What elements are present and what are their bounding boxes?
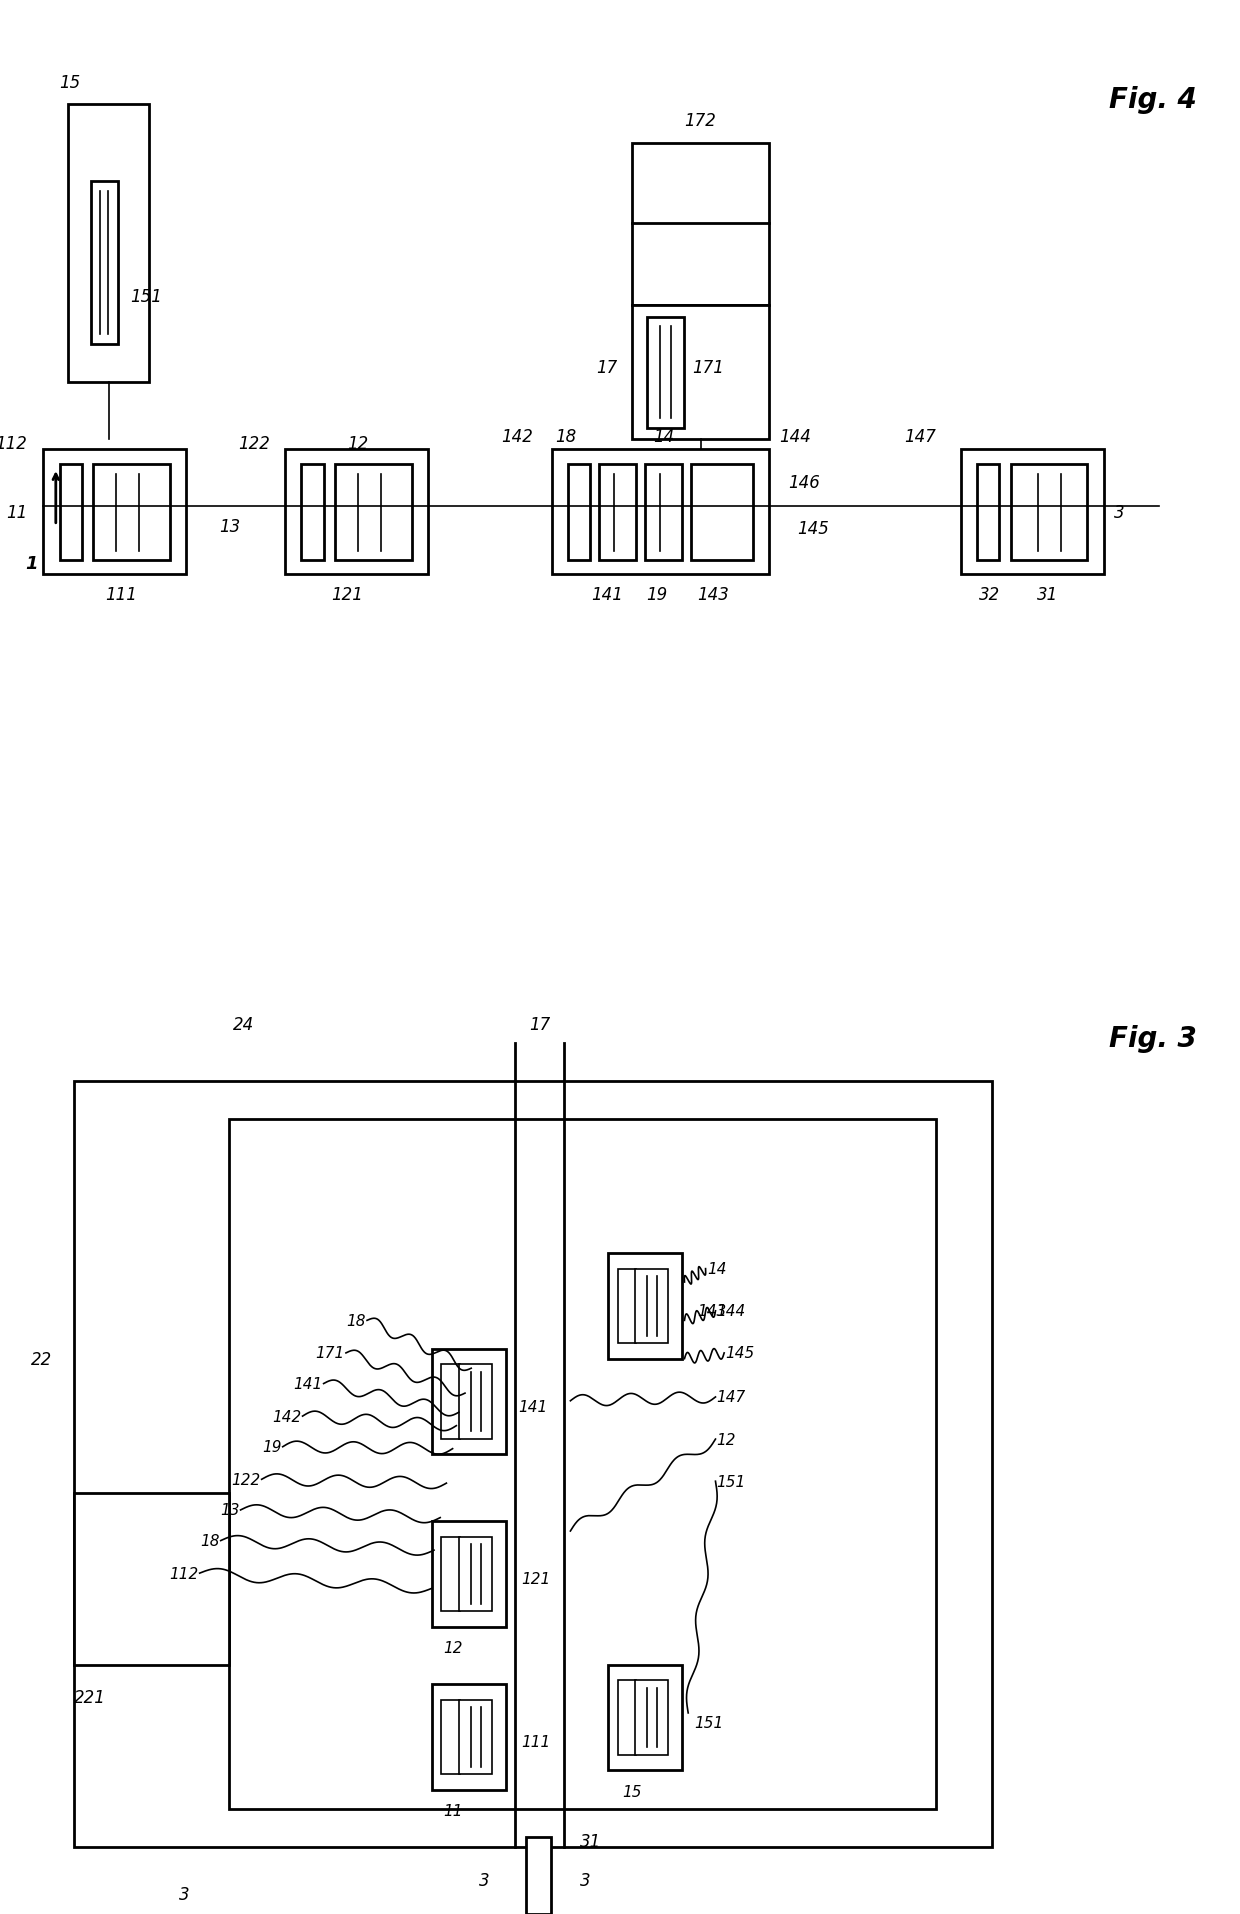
Text: 12: 12 [717,1432,737,1447]
Bar [608,1254,682,1359]
Text: 144: 144 [717,1303,746,1319]
Text: 12: 12 [347,434,368,454]
Bar [459,1365,492,1439]
Text: 3: 3 [580,1870,591,1889]
Bar [432,1349,506,1455]
Bar [635,1680,668,1755]
Bar [618,1269,636,1344]
Text: 121: 121 [521,1571,551,1587]
Bar [608,1665,682,1770]
Bar [618,1680,636,1755]
Text: 147: 147 [717,1390,746,1405]
Bar [441,1537,460,1612]
Text: 17: 17 [528,1016,551,1034]
Text: 15: 15 [60,75,81,92]
Bar [301,465,324,561]
Text: 1: 1 [25,555,37,572]
Bar [74,1081,992,1847]
Bar [229,1120,936,1809]
Text: 3: 3 [1114,503,1125,523]
Text: 145: 145 [725,1346,755,1361]
Text: 122: 122 [238,434,270,454]
Text: 146: 146 [789,473,821,492]
Text: 3: 3 [180,1885,190,1903]
Bar [43,450,186,574]
Bar [1011,465,1087,561]
Text: 111: 111 [105,586,138,603]
Text: 121: 121 [331,586,363,603]
Bar [599,465,636,561]
Text: 151: 151 [130,287,162,306]
Text: 24: 24 [233,1016,254,1034]
Text: 18: 18 [346,1313,366,1328]
Text: 19: 19 [262,1439,281,1455]
Text: 11: 11 [6,503,27,523]
Text: 147: 147 [904,427,936,446]
Bar [526,1837,551,1914]
Bar [93,465,170,561]
Text: 171: 171 [692,358,724,377]
Text: 141: 141 [293,1376,322,1391]
Bar [432,1522,506,1627]
Bar [432,1684,506,1790]
Text: 122: 122 [231,1472,260,1487]
Bar [459,1537,492,1612]
Text: 172: 172 [684,113,717,130]
Text: 13: 13 [219,1502,239,1518]
Bar [977,465,999,561]
Text: 171: 171 [315,1346,345,1361]
Bar [552,450,769,574]
Text: 141: 141 [591,586,624,603]
Bar [691,465,753,561]
Text: Fig. 3: Fig. 3 [1110,1024,1197,1053]
Text: 11: 11 [443,1803,463,1818]
Text: 13: 13 [218,517,241,536]
Text: Fig. 4: Fig. 4 [1110,86,1197,115]
Bar [645,465,682,561]
Text: 12: 12 [443,1640,463,1656]
Text: 22: 22 [31,1349,52,1369]
Bar [635,1269,668,1344]
Bar [441,1365,460,1439]
Bar [60,465,82,561]
Bar [285,450,428,574]
Text: 3: 3 [479,1870,490,1889]
Bar [961,450,1104,574]
Bar [647,318,684,429]
Bar [441,1700,460,1774]
Bar [632,306,769,440]
Text: 221: 221 [74,1688,107,1705]
Text: 111: 111 [521,1734,551,1749]
Text: 141: 141 [518,1399,548,1414]
Text: 142: 142 [272,1409,301,1424]
Text: 144: 144 [779,427,811,446]
Text: 112: 112 [169,1566,198,1581]
Text: 17: 17 [596,358,618,377]
Text: 32: 32 [978,586,1001,603]
Text: 18: 18 [556,427,577,446]
Bar [335,465,412,561]
Text: 151: 151 [717,1474,746,1489]
Text: 31: 31 [580,1832,601,1851]
Text: 143: 143 [697,586,729,603]
Text: 112: 112 [0,434,27,454]
Bar [459,1700,492,1774]
Text: 19: 19 [646,586,668,603]
Text: 31: 31 [1037,586,1059,603]
Bar [91,182,118,345]
Bar [74,1493,229,1665]
Text: 151: 151 [694,1715,724,1730]
Text: 15: 15 [622,1784,642,1799]
Bar [68,105,149,383]
Text: 18: 18 [200,1533,219,1548]
Text: 145: 145 [797,519,830,538]
Bar [632,144,769,306]
Text: 14: 14 [652,427,675,446]
Bar [568,465,590,561]
Text: 142: 142 [501,427,533,446]
Text: 143: 143 [697,1303,727,1319]
Text: 14: 14 [707,1261,727,1277]
